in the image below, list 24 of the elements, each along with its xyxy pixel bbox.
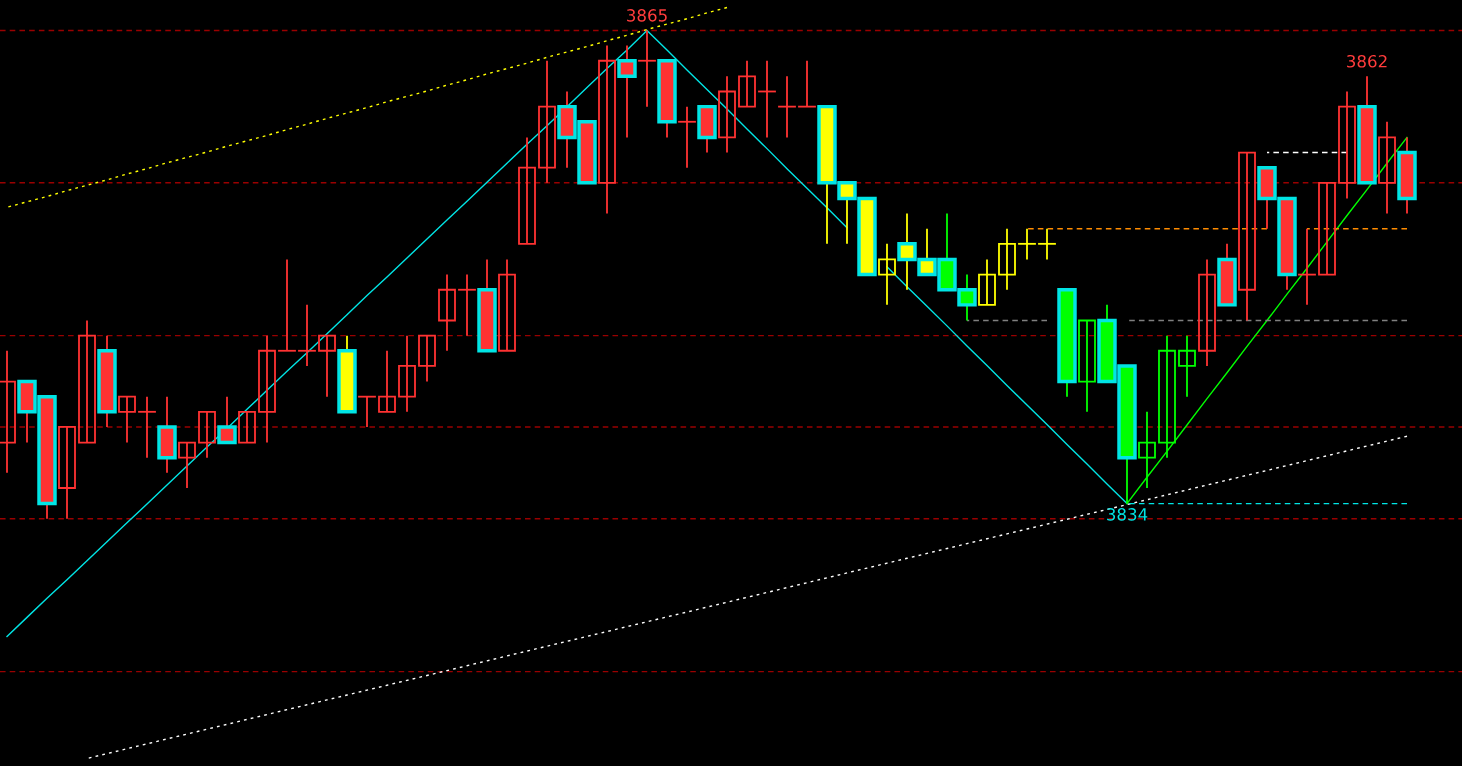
- candlestick: [998, 227, 1016, 291]
- candlestick: [258, 334, 276, 444]
- annotation: 3865: [627, 9, 667, 22]
- candlestick: [318, 334, 336, 398]
- candlestick: [1178, 334, 1196, 398]
- candlestick: [378, 349, 396, 413]
- candlestick: [1158, 334, 1176, 459]
- candlestick: [298, 303, 316, 367]
- candlestick: [138, 395, 156, 459]
- candlestick: [798, 59, 816, 108]
- candlestick: [358, 395, 376, 428]
- candlestick: [738, 59, 756, 108]
- candlestick: [978, 258, 996, 306]
- annotation: 3834: [1107, 508, 1148, 521]
- candlestick: [1038, 227, 1056, 261]
- annotation: 3862: [1347, 54, 1387, 68]
- candlestick: [398, 334, 416, 413]
- candlestick: [278, 258, 296, 352]
- candlestick: [1018, 227, 1036, 261]
- candlestick: [1318, 181, 1336, 276]
- candlestick: [778, 75, 796, 139]
- candlestick: [518, 136, 536, 245]
- candlestick: [438, 273, 456, 352]
- candlestick: [418, 334, 436, 383]
